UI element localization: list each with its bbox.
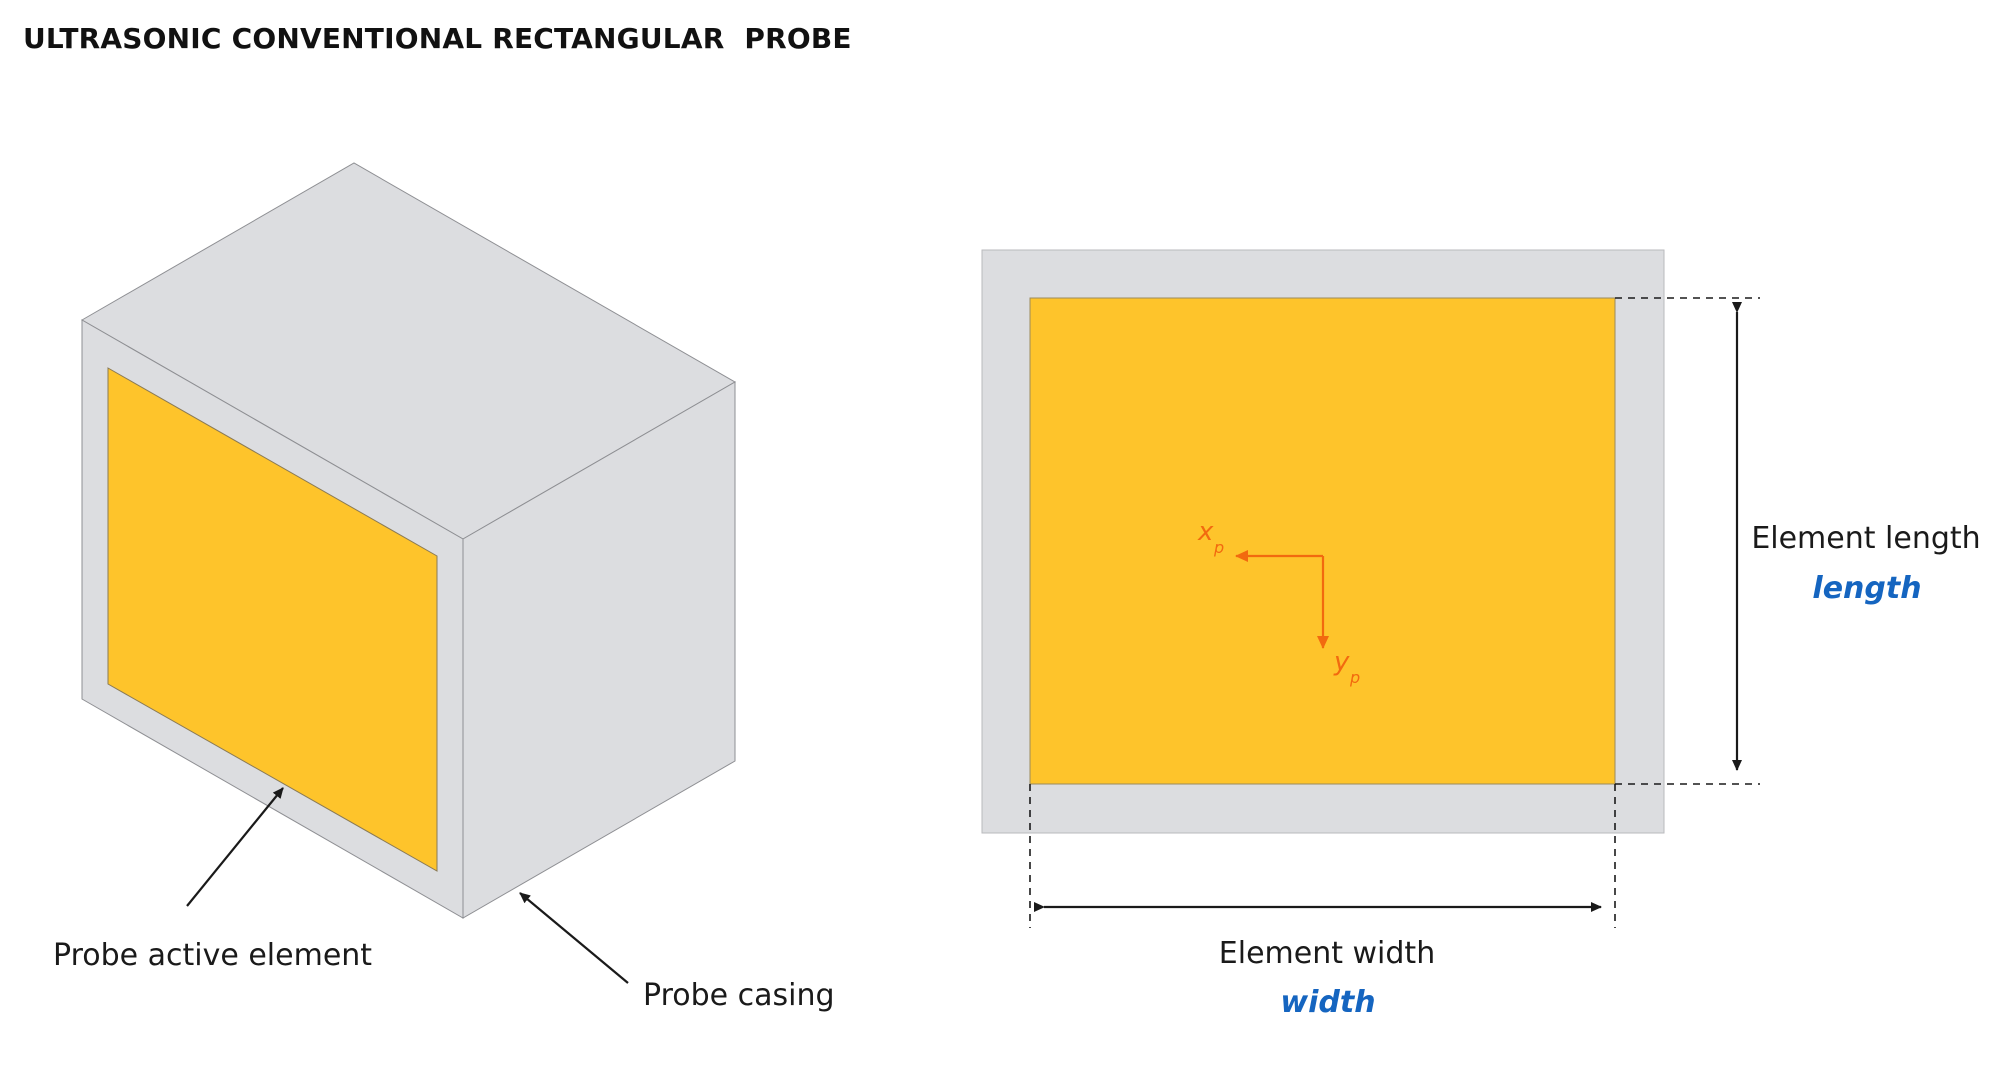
probe-3d-view: Probe active element Probe casing bbox=[53, 162, 835, 1013]
element-length-param: length bbox=[1812, 571, 1921, 606]
active-element-label: Probe active element bbox=[53, 938, 372, 973]
probe-active-element-3d bbox=[107, 367, 438, 872]
element-width-param: width bbox=[1280, 985, 1375, 1020]
element-length-label: Element length bbox=[1751, 521, 1980, 556]
casing-pointer-arrow bbox=[519, 892, 629, 984]
xp-axis-label: xp bbox=[1197, 517, 1224, 557]
diagram-title: ULTRASONIC CONVENTIONAL RECTANGULAR PROB… bbox=[23, 22, 852, 55]
dimension-extension-lines bbox=[1029, 297, 1760, 928]
active-element-pointer-arrow bbox=[186, 787, 284, 907]
yp-axis-label: yp bbox=[1333, 647, 1360, 687]
casing-side-face bbox=[462, 381, 736, 919]
active-element-front-view bbox=[1029, 297, 1616, 785]
element-width-label: Element width bbox=[1219, 936, 1435, 971]
probe-front-view: xp yp Element length length Element widt… bbox=[981, 249, 1981, 1020]
casing-label: Probe casing bbox=[643, 978, 835, 1013]
probe-axes: xp yp bbox=[1197, 517, 1360, 687]
